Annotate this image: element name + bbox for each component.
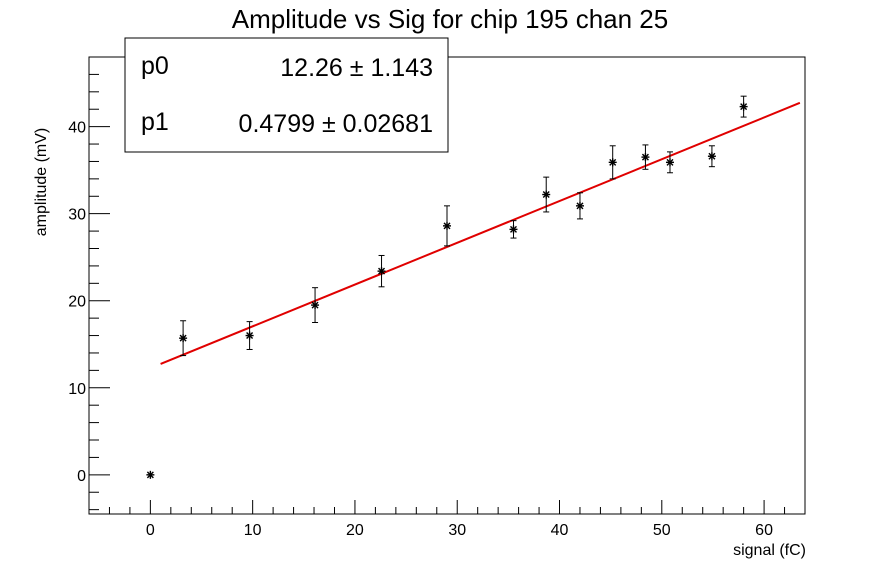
star-marker (245, 331, 254, 340)
data-point (509, 220, 518, 239)
y-tick-label: 30 (68, 207, 86, 224)
y-axis-title: amplitude (mV) (33, 128, 50, 236)
star-marker (739, 102, 748, 111)
data-point (311, 287, 320, 323)
x-tick-label: 10 (244, 522, 262, 539)
x-axis-tick-labels: 0 10 20 30 40 50 60 (146, 522, 773, 539)
y-tick-label: 10 (68, 381, 86, 398)
data-point (245, 321, 254, 350)
data-point (377, 254, 386, 288)
data-point (707, 145, 716, 168)
star-marker (575, 201, 584, 210)
x-tick-label: 30 (448, 522, 466, 539)
data-point (665, 151, 674, 174)
data-point (575, 192, 584, 220)
data-point (641, 144, 650, 170)
x-tick-label: 50 (653, 522, 671, 539)
star-marker (608, 158, 617, 167)
star-marker (509, 225, 518, 234)
y-tick-label: 40 (68, 120, 86, 137)
stats-param-name-p1: p1 (141, 108, 169, 136)
data-point (443, 205, 451, 247)
data-point (179, 320, 188, 357)
y-axis-ticks (89, 56, 110, 511)
star-marker (665, 158, 674, 167)
y-axis-tick-labels: 0 10 20 30 40 (68, 120, 86, 485)
data-point (542, 176, 551, 213)
star-marker (146, 470, 155, 479)
star-marker (179, 334, 188, 343)
x-tick-label: 20 (346, 522, 364, 539)
star-marker (542, 190, 551, 199)
y-tick-label: 0 (77, 468, 86, 485)
chart-title: Amplitude vs Sig for chip 195 chan 25 (232, 4, 668, 34)
stats-param-value-p0: 12.26 ± 1.143 (280, 54, 433, 82)
data-points (146, 95, 748, 479)
star-marker (377, 267, 386, 276)
data-point (739, 95, 748, 118)
star-marker (443, 221, 451, 230)
stats-param-name-p0: p0 (141, 52, 169, 80)
fit-line (160, 101, 801, 365)
x-tick-label: 40 (551, 522, 569, 539)
stats-param-value-p1: 0.4799 ± 0.02681 (239, 110, 433, 138)
star-marker (311, 301, 320, 310)
x-axis-title: signal (fC) (733, 542, 806, 559)
data-point (608, 145, 617, 180)
star-marker (707, 152, 716, 161)
data-point (146, 470, 155, 479)
star-marker (641, 153, 650, 162)
x-tick-label: 60 (755, 522, 773, 539)
fit-stats-box: p0 12.26 ± 1.143 p1 0.4799 ± 0.02681 (124, 37, 449, 153)
stats-box-frame (124, 37, 449, 153)
x-tick-label: 0 (146, 522, 155, 539)
y-tick-label: 20 (68, 294, 86, 311)
x-axis-ticks (88, 500, 806, 514)
fit-line-group (160, 101, 801, 365)
